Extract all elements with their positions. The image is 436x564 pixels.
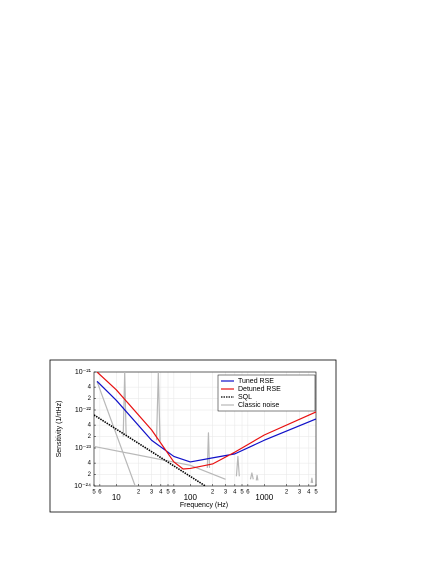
y-tick-label: 2	[88, 396, 92, 402]
x-tick-label: 5	[166, 490, 170, 496]
series-line	[96, 380, 316, 463]
x-tick-label: 5	[92, 490, 96, 496]
plot-area	[93, 371, 317, 487]
y-axis-label: Sensitivity (1/rtHz)	[56, 401, 63, 458]
x-tick-label: 6	[246, 490, 250, 496]
legend-label: Classic noise	[238, 402, 279, 409]
x-tick-label: 3	[298, 490, 302, 496]
x-tick-label: 2	[285, 490, 289, 496]
series-line	[94, 414, 206, 486]
legend-label: Tuned RSE	[238, 378, 274, 385]
y-tick-label: 10⁻²²	[75, 407, 92, 414]
y-tick-label: 2	[88, 434, 92, 440]
x-tick-label: 4	[233, 490, 237, 496]
x-tick-label: 3	[224, 490, 228, 496]
x-tick-label: 6	[172, 490, 176, 496]
y-tick-label: 10⁻²³	[75, 445, 92, 452]
x-tick-label: 5	[240, 490, 244, 496]
legend-box	[217, 374, 316, 412]
x-tick-label: 1000	[255, 493, 273, 502]
y-tick-label: 4	[88, 461, 92, 467]
y-tick-label: 4	[88, 423, 92, 429]
y-tick-label: 2	[88, 472, 92, 478]
legend-label: Detuned RSE	[238, 386, 281, 393]
legend-label: SQL	[238, 394, 252, 401]
x-tick-label: 3	[150, 490, 154, 496]
y-tick-label: 4	[88, 385, 92, 391]
x-tick-label: 2	[211, 490, 215, 496]
y-tick-label: 10⁻²¹	[75, 369, 92, 376]
x-tick-label: 6	[98, 490, 102, 496]
x-tick-label: 10	[112, 493, 121, 502]
x-tick-label: 4	[159, 490, 163, 496]
x-axis-label: Frequency (Hz)	[180, 502, 228, 509]
x-tick-label: 100	[184, 493, 198, 502]
x-tick-label: 5	[314, 490, 318, 496]
y-tick-label: 10⁻²⁴	[74, 483, 91, 490]
series-line	[96, 372, 316, 470]
x-tick-label: 2	[137, 490, 141, 496]
series-line	[94, 372, 314, 486]
x-tick-label: 4	[307, 490, 311, 496]
